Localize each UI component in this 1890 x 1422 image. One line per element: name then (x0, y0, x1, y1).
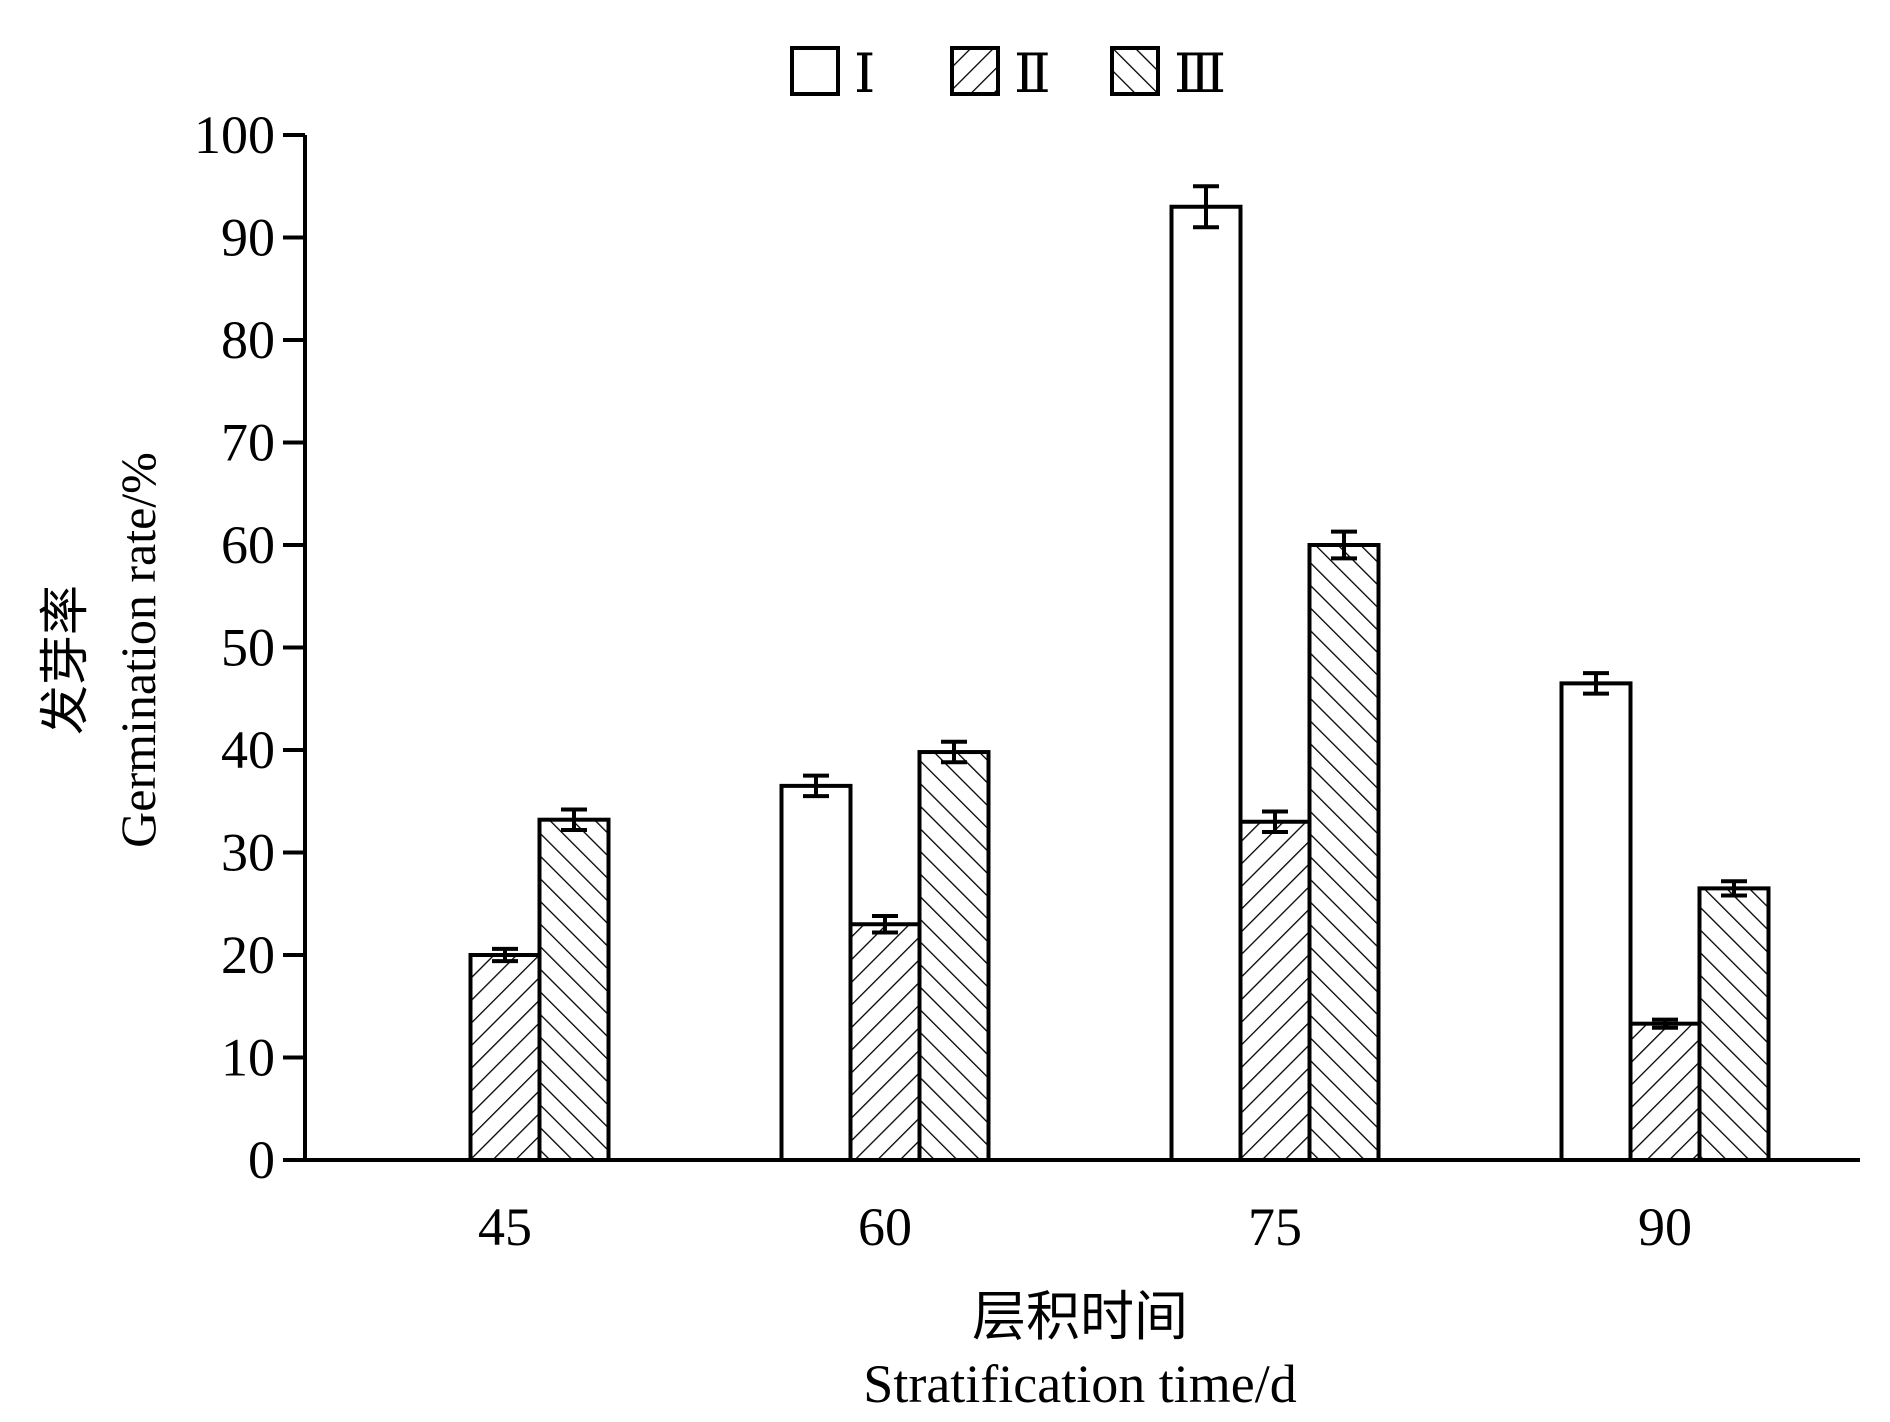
error-bar-series-1-cat-60 (803, 773, 829, 799)
y-tick-label-90: 90 (221, 208, 275, 268)
legend-item-series-3: Ⅲ (1110, 44, 1226, 104)
legend-swatch (1110, 46, 1160, 96)
bar-series-2-cat-75 (1238, 819, 1312, 1162)
bar-series-1-cat-90 (1559, 681, 1633, 1162)
y-tick-label-70: 70 (221, 413, 275, 473)
bar-series-2-cat-90 (1628, 1021, 1702, 1162)
bar-series-2-cat-45 (468, 953, 542, 1162)
bar-series-1-cat-60 (779, 783, 853, 1162)
bar-series-2-cat-60 (848, 922, 922, 1162)
y-axis-label-cn: 发芽率 (37, 585, 93, 735)
y-tick-label-30: 30 (221, 823, 275, 883)
axes: 0 10 20 30 40 50 60 70 80 90 100 45 60 75 90 (194, 105, 1860, 1257)
error-bar-series-2-cat-45 (492, 946, 518, 964)
y-tick-label-50: 50 (221, 618, 275, 678)
y-axis-label: Germination rate/% (110, 452, 166, 848)
legend-label: Ⅱ (1014, 44, 1051, 104)
x-tick-label-75: 75 (1248, 1197, 1302, 1257)
bar-series-3-cat-75 (1307, 543, 1381, 1162)
error-bar-series-1-cat-75 (1193, 184, 1219, 230)
error-bar-series-3-cat-75 (1331, 529, 1357, 561)
legend-item-series-1: Ⅰ (790, 44, 875, 104)
x-axis-label: Stratification time/d (863, 1354, 1296, 1414)
x-tick-label-60: 60 (858, 1197, 912, 1257)
x-tick-label-45: 45 (478, 1197, 532, 1257)
bar-series-1-cat-75 (1169, 204, 1243, 1162)
y-tick-label-100: 100 (194, 105, 275, 165)
bar-series-3-cat-90 (1697, 886, 1771, 1162)
legend-label: Ⅰ (854, 44, 875, 104)
legend: Ⅰ Ⅱ Ⅲ (790, 44, 1226, 104)
y-tick-label-0: 0 (248, 1130, 275, 1190)
legend-swatch (790, 46, 840, 96)
y-tick-label-60: 60 (221, 515, 275, 575)
y-tick-label-80: 80 (221, 310, 275, 370)
error-bar-series-3-cat-90 (1721, 879, 1747, 898)
x-axis-label-cn: 层积时间 (972, 1287, 1188, 1347)
bar-series-3-cat-45 (537, 817, 611, 1162)
bars (468, 184, 1771, 1162)
error-bar-series-3-cat-60 (941, 739, 967, 765)
legend-item-series-2: Ⅱ (950, 44, 1051, 104)
y-tick-label-20: 20 (221, 925, 275, 985)
y-tick-label-40: 40 (221, 720, 275, 780)
y-tick-label-10: 10 (221, 1028, 275, 1088)
error-bar-series-2-cat-60 (872, 914, 898, 935)
error-bar-series-3-cat-45 (561, 807, 587, 832)
error-bar-series-2-cat-75 (1262, 809, 1288, 834)
legend-label: Ⅲ (1174, 44, 1226, 104)
error-bar-series-1-cat-90 (1583, 671, 1609, 696)
error-bar-series-2-cat-90 (1652, 1017, 1678, 1030)
bar-series-3-cat-60 (917, 750, 991, 1162)
legend-swatch (950, 46, 1000, 96)
x-tick-label-90: 90 (1638, 1197, 1692, 1257)
